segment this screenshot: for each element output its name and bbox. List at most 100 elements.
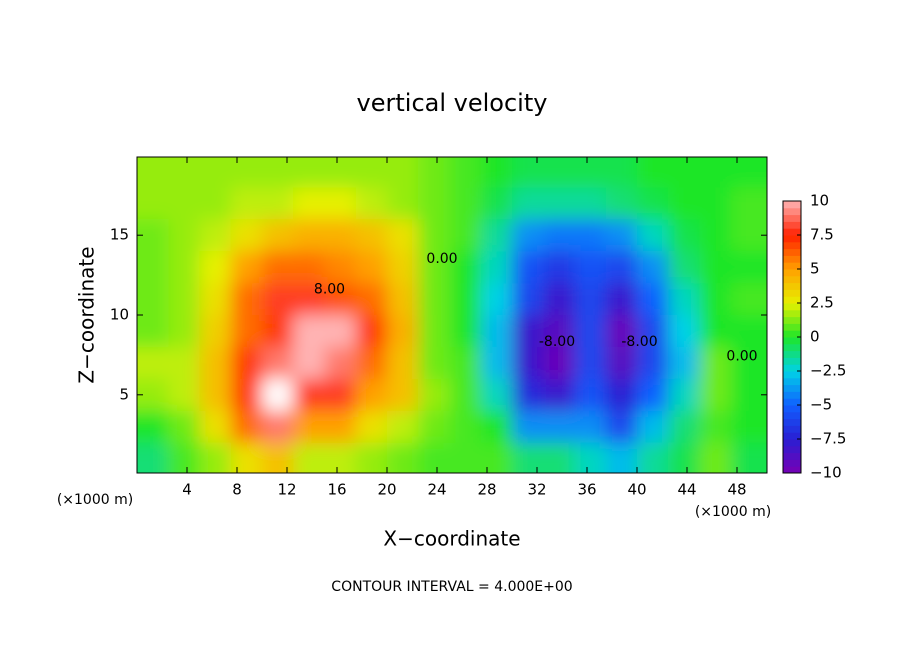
colorbar-band <box>783 364 801 372</box>
field-cell <box>387 187 419 220</box>
field-cell <box>262 442 294 473</box>
field-cell <box>730 187 767 220</box>
field-cell <box>543 442 575 473</box>
x-tick-label: 48 <box>727 481 746 499</box>
field-cell <box>480 315 513 348</box>
field-cell <box>668 346 700 380</box>
field-cell <box>387 219 419 252</box>
field-cell <box>168 219 200 252</box>
colorbar-band <box>783 262 801 270</box>
field-cell <box>449 157 482 188</box>
field-cell <box>418 442 450 473</box>
field-cell <box>387 410 419 444</box>
contour-label: 0.00 <box>426 251 457 267</box>
cells <box>137 157 767 473</box>
field-cell <box>418 219 450 252</box>
contour-label: 8.00 <box>314 281 345 297</box>
colorbar-band <box>783 309 801 318</box>
field-cell <box>324 283 357 316</box>
field-cell <box>637 378 669 412</box>
field-cell <box>355 157 388 188</box>
field-cell <box>574 315 607 348</box>
field-cell <box>699 442 732 473</box>
field-cell <box>605 219 638 252</box>
field-cell <box>137 251 169 284</box>
field-cell <box>605 251 638 284</box>
field-cell <box>605 346 638 380</box>
field-cell <box>418 315 450 348</box>
colorbar-tick-label: 0 <box>810 328 820 346</box>
colorbar-band <box>783 241 801 250</box>
field-cell <box>293 346 325 380</box>
x-tick-label: 32 <box>527 481 546 499</box>
field-cell <box>543 378 575 412</box>
field-cell <box>387 378 419 412</box>
field-cell <box>543 346 575 380</box>
field-cell <box>605 442 638 473</box>
field-cell <box>355 219 388 252</box>
x-tick-label: 8 <box>232 481 242 499</box>
field-cell <box>199 283 232 316</box>
field-cell <box>199 157 232 188</box>
field-cell <box>199 315 232 348</box>
field-cell <box>480 378 513 412</box>
field-cell <box>324 442 357 473</box>
field-cell <box>512 378 544 412</box>
field-cell <box>480 283 513 316</box>
field-cell <box>574 219 607 252</box>
field-cell <box>387 251 419 284</box>
field-cell <box>699 410 732 444</box>
colorbar-tick-label: −5 <box>810 396 832 414</box>
field-cell <box>293 157 325 188</box>
colorbar-band <box>783 296 801 304</box>
field-cell <box>512 157 544 188</box>
field-cell <box>230 187 263 220</box>
colorbar-band <box>783 398 801 406</box>
field-cell <box>699 378 732 412</box>
field-cell <box>449 219 482 252</box>
colorbar-tick-label: −2.5 <box>810 362 846 380</box>
colorbar-band <box>783 439 801 447</box>
field-cell <box>324 378 357 412</box>
colorbar-band <box>783 418 801 426</box>
field-cell <box>543 187 575 220</box>
field-cell <box>512 410 544 444</box>
field-cell <box>230 315 263 348</box>
field-cell <box>699 157 732 188</box>
field-cell <box>637 315 669 348</box>
field-cell <box>574 410 607 444</box>
field-cell <box>730 346 767 380</box>
colorbar-tick-label: 5 <box>810 260 820 278</box>
field-cell <box>449 251 482 284</box>
field-cell <box>168 442 200 473</box>
contour-label: -8.00 <box>539 334 575 350</box>
field-cell <box>449 442 482 473</box>
field-cell <box>574 378 607 412</box>
field-cell <box>293 251 325 284</box>
field-cell <box>230 442 263 473</box>
field-cell <box>480 346 513 380</box>
field-cell <box>512 219 544 252</box>
field-cell <box>324 157 357 188</box>
y-tick-label: 5 <box>119 385 129 403</box>
field-cell <box>324 346 357 380</box>
colorbar-band <box>783 425 801 433</box>
footer: CONTOUR INTERVAL = 4.000E+00 <box>331 579 572 595</box>
x-tick-label: 16 <box>327 481 346 499</box>
x-tick-label: 44 <box>677 481 696 499</box>
field-cell <box>355 187 388 220</box>
field-cell <box>605 378 638 412</box>
colorbar-band <box>783 445 801 454</box>
field-cell <box>262 283 294 316</box>
field-cell <box>449 283 482 316</box>
field-cell <box>574 251 607 284</box>
field-cell <box>668 157 700 188</box>
field-cell <box>324 315 357 348</box>
field-cell <box>512 346 544 380</box>
colorbar-tick-label: 7.5 <box>810 226 834 244</box>
field-cell <box>480 442 513 473</box>
colorbar-band <box>783 207 801 216</box>
field-cell <box>668 283 700 316</box>
field-cell <box>574 346 607 380</box>
